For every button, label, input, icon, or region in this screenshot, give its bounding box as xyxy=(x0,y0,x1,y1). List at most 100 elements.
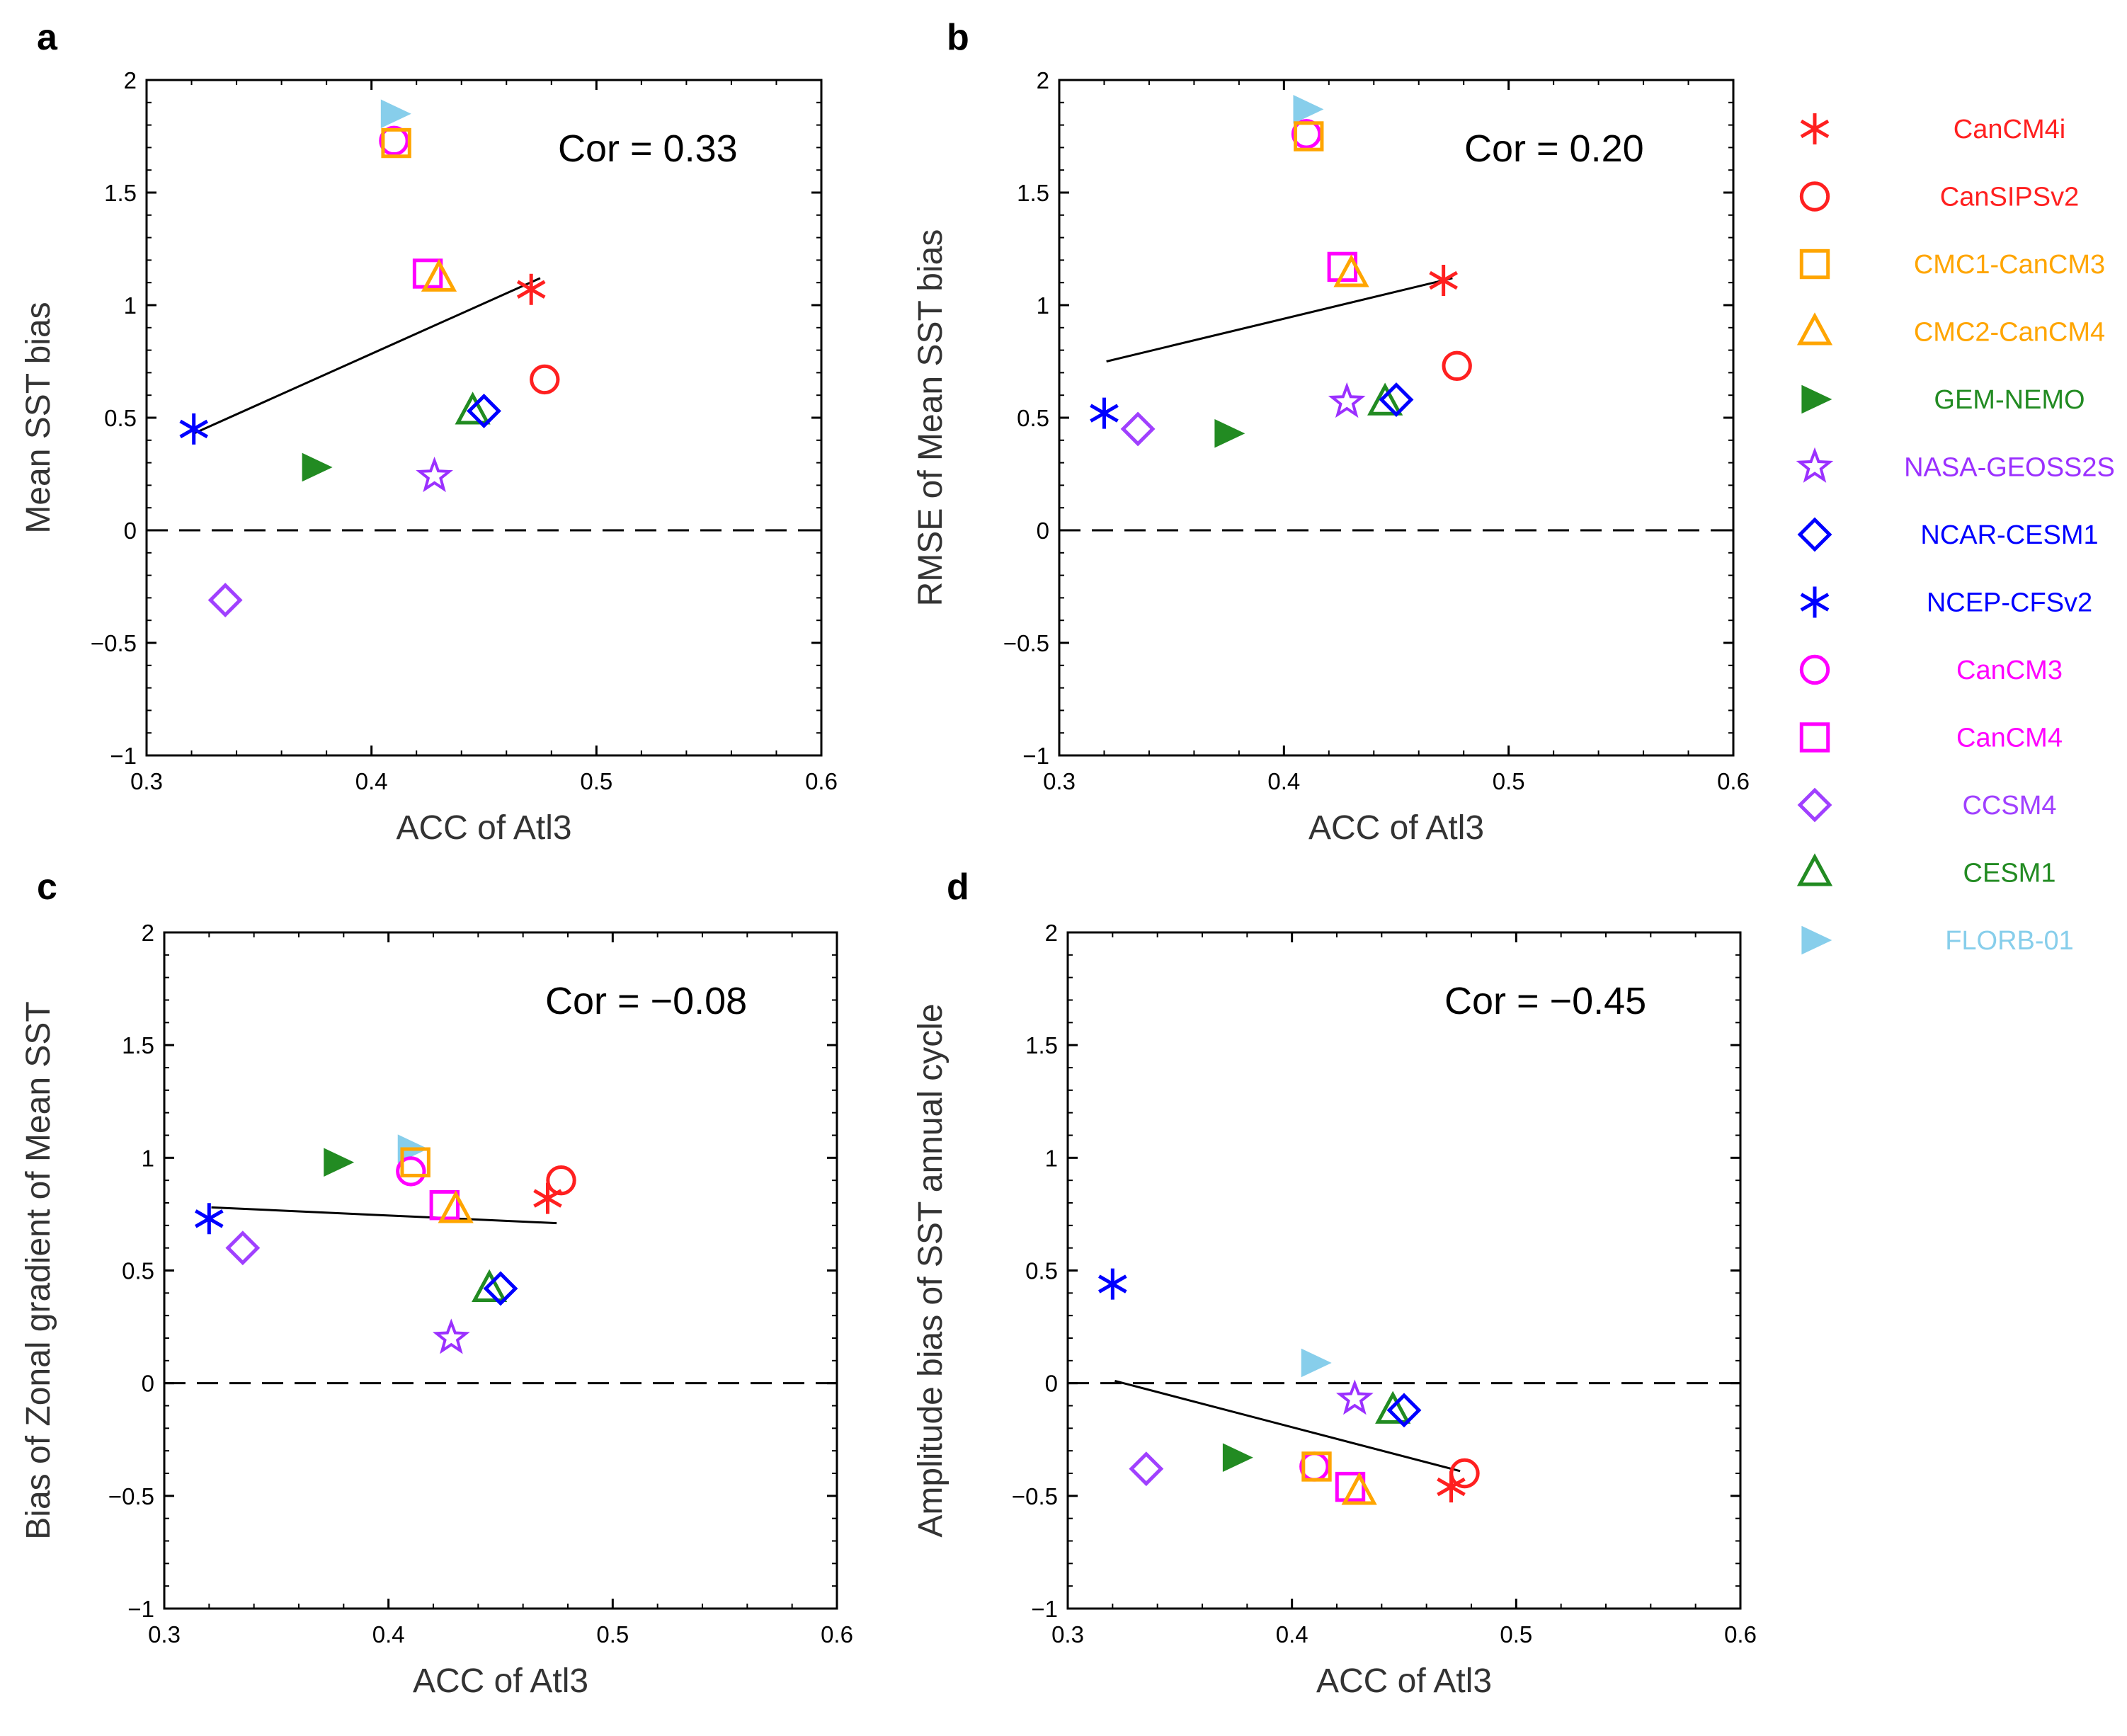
point-cancm4i xyxy=(533,1182,562,1214)
legend-label: CMC2-CanCM4 xyxy=(1914,318,2105,348)
legend-item-florb-01: FLORB-01 xyxy=(1801,925,2074,956)
legend-label: CanCM4 xyxy=(1956,724,2063,753)
y-tick-label: 0.5 xyxy=(122,1258,154,1284)
x-tick-label: 0.6 xyxy=(1724,1621,1757,1648)
panel-b: 0.3 0.4 0.5 0.6 −1 −0.5 0 0.5 1 1.5 2 ACC of Atl3 RM… xyxy=(912,17,1750,847)
y-tick-label: −0.5 xyxy=(108,1483,154,1509)
y-tick-label: 1 xyxy=(1045,1145,1058,1171)
x-tick-label: 0.6 xyxy=(821,1621,853,1648)
y-tick-label: 2 xyxy=(1037,67,1049,93)
regression-line xyxy=(1114,1380,1461,1473)
regression-line xyxy=(211,1206,557,1225)
legend-marker xyxy=(1797,517,1832,552)
legend-label: FLORB-01 xyxy=(1945,926,2074,956)
legend-marker xyxy=(1801,384,1832,414)
point-cansipsv2 xyxy=(1442,350,1472,382)
x-axis-label: ACC of Atl3 xyxy=(1308,809,1484,847)
point-ncar-cesm1 xyxy=(1379,382,1414,417)
point-ccsm4 xyxy=(207,583,243,618)
point-cancm4i xyxy=(1429,265,1458,297)
plot-frame xyxy=(163,931,838,1610)
x-tick-label: 0.5 xyxy=(1500,1621,1532,1648)
y-tick-label: 1.5 xyxy=(104,180,137,206)
point-ccsm4 xyxy=(1120,411,1156,447)
legend-label: CanCM4i xyxy=(1954,115,2065,144)
legend-label: CESM1 xyxy=(1963,859,2056,889)
point-ncep-cfsv2 xyxy=(1090,397,1119,429)
correlation-annotation: Cor = −0.45 xyxy=(1444,980,1646,1022)
y-tick-label: 0 xyxy=(1045,1371,1058,1397)
y-tick-label: −0.5 xyxy=(1003,630,1049,656)
legend-label: CanCM3 xyxy=(1956,656,2063,685)
y-tick-label: 0.5 xyxy=(1017,405,1049,431)
x-tick-label: 0.4 xyxy=(372,1621,405,1648)
point-ncar-cesm1 xyxy=(483,1271,518,1306)
point-gem-nemo xyxy=(302,452,333,482)
point-nasa-geoss2s xyxy=(1335,1379,1374,1415)
legend-label: CMC1-CanCM3 xyxy=(1914,250,2105,280)
legend-label: GEM-NEMO xyxy=(1934,385,2085,415)
point-florb-01 xyxy=(380,99,411,128)
x-tick-label: 0.6 xyxy=(1717,768,1750,794)
legend-label: NCAR-CESM1 xyxy=(1920,520,2098,550)
panel-a: 0.3 0.4 0.5 0.6 −1 −0.5 0 0.5 1 1.5 2 ACC of Atl3 Me… xyxy=(20,17,838,847)
point-gem-nemo xyxy=(324,1148,355,1177)
y-axis-label: Mean SST bias xyxy=(20,302,57,533)
panel-label: a xyxy=(37,17,58,58)
y-tick-label: 1.5 xyxy=(122,1032,154,1058)
x-tick-label: 0.3 xyxy=(1043,768,1076,794)
legend-marker xyxy=(1800,586,1830,618)
point-cansipsv2 xyxy=(530,364,560,395)
point-cmc2-cancm4 xyxy=(1333,254,1369,287)
point-ncar-cesm1 xyxy=(467,394,501,428)
legend-item-cmc1-cancm3: CMC1-CanCM3 xyxy=(1799,249,2105,280)
legend-item-ccsm4: CCSM4 xyxy=(1797,787,2057,823)
point-cmc2-cancm4 xyxy=(1341,1472,1377,1505)
point-gem-nemo xyxy=(1214,418,1245,448)
correlation-annotation: Cor = 0.33 xyxy=(558,127,738,170)
point-ccsm4 xyxy=(1129,1451,1164,1487)
point-nasa-geoss2s xyxy=(416,456,453,493)
panel-label: d xyxy=(947,867,969,908)
point-ncar-cesm1 xyxy=(1386,1393,1422,1428)
y-axis-label: RMSE of Mean SST bias xyxy=(912,229,950,607)
legend-label: NCEP-CFSv2 xyxy=(1927,588,2092,618)
point-ncep-cfsv2 xyxy=(195,1203,224,1235)
x-tick-label: 0.3 xyxy=(130,768,163,794)
legend-item-cancm4i: CanCM4i xyxy=(1800,113,2065,144)
x-axis-label: ACC of Atl3 xyxy=(396,809,571,847)
point-cesm1 xyxy=(1375,1390,1411,1424)
point-cesm1 xyxy=(455,392,491,425)
y-tick-label: 2 xyxy=(1045,920,1058,946)
plot-frame xyxy=(1066,931,1742,1610)
point-nasa-geoss2s xyxy=(433,1318,470,1354)
y-tick-label: 1 xyxy=(1037,292,1049,319)
y-tick-label: 0.5 xyxy=(104,405,137,431)
legend-marker xyxy=(1799,249,1830,280)
point-nasa-geoss2s xyxy=(1328,382,1366,418)
y-tick-label: 1.5 xyxy=(1025,1032,1058,1058)
legend-marker xyxy=(1797,787,1832,823)
x-tick-label: 0.5 xyxy=(580,768,612,794)
y-axis-label: Bias of Zonal gradient of Mean SST xyxy=(20,1001,57,1539)
correlation-annotation: Cor = 0.20 xyxy=(1464,127,1644,170)
point-gem-nemo xyxy=(1222,1443,1253,1472)
x-tick-label: 0.5 xyxy=(596,1621,629,1648)
point-cmc1-cancm3 xyxy=(381,127,411,159)
x-axis-label: ACC of Atl3 xyxy=(413,1662,588,1700)
y-tick-label: −1 xyxy=(1031,1596,1058,1622)
legend-item-nasa-geoss2s: NASA-GEOSS2S xyxy=(1796,447,2115,483)
point-cesm1 xyxy=(1367,382,1403,416)
point-ncep-cfsv2 xyxy=(1098,1268,1127,1300)
x-tick-label: 0.4 xyxy=(355,768,388,794)
legend-marker xyxy=(1799,181,1830,212)
panel-label: c xyxy=(37,867,57,908)
point-cancm3 xyxy=(1291,119,1322,149)
point-cmc2-cancm4 xyxy=(438,1190,474,1223)
y-tick-label: 0 xyxy=(1037,518,1049,544)
x-tick-label: 0.5 xyxy=(1493,768,1525,794)
legend-marker xyxy=(1799,654,1830,685)
y-tick-label: 1 xyxy=(124,292,137,319)
legend-marker xyxy=(1796,853,1833,886)
